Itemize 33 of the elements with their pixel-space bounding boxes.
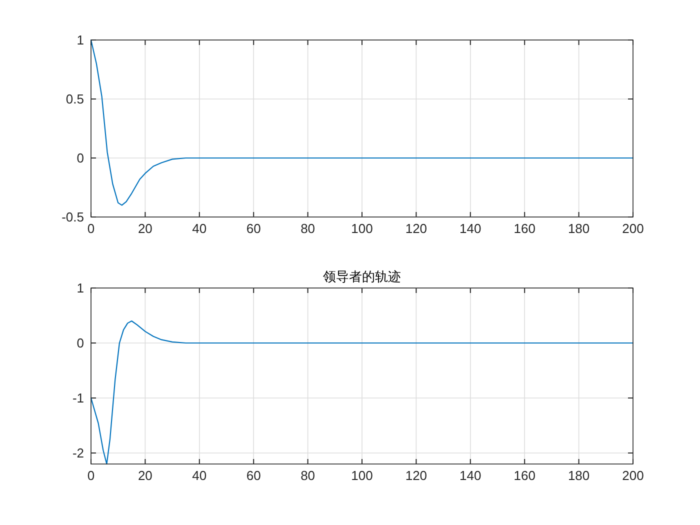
- x-tick-label: 100: [351, 221, 373, 236]
- x-tick-label: 200: [622, 468, 644, 483]
- x-tick-label: 20: [138, 221, 152, 236]
- x-tick-label: 120: [405, 221, 428, 236]
- y-tick-label: -0.5: [62, 210, 84, 224]
- y-tick-label: 0: [76, 336, 84, 350]
- line-series: [90, 39, 634, 206]
- line-series: [90, 320, 634, 465]
- x-tick-label: 40: [192, 221, 207, 236]
- x-tick-label: 60: [246, 221, 261, 236]
- y-tick-label: 0: [76, 150, 84, 166]
- y-tick-label: 0.5: [66, 92, 84, 106]
- x-tick-label: 180: [568, 468, 590, 483]
- x-tick-label: 120: [405, 468, 428, 483]
- y-tick-label: 1: [76, 280, 84, 296]
- x-tick-label: 40: [192, 468, 207, 483]
- x-tick-label: 160: [514, 468, 536, 483]
- x-tick-label: 160: [514, 221, 536, 236]
- x-tick-label: 80: [300, 221, 316, 236]
- x-tick-label: 200: [622, 221, 644, 236]
- x-tick-label: 180: [568, 221, 590, 236]
- x-tick-label: 140: [460, 221, 482, 236]
- x-tick-label: 80: [300, 468, 316, 483]
- y-tick-label: -2: [72, 446, 84, 460]
- y-tick-label: 1: [76, 32, 84, 48]
- x-tick-label: 100: [351, 468, 373, 483]
- x-tick-label: 140: [460, 468, 482, 483]
- x-tick-label: 60: [246, 468, 261, 483]
- x-tick-label: 0: [87, 221, 95, 236]
- x-tick-label: 20: [138, 468, 152, 483]
- x-tick-label: 0: [87, 468, 95, 483]
- y-tick-label: -1: [72, 390, 84, 406]
- chart-title: 领导者的轨迹: [323, 269, 401, 284]
